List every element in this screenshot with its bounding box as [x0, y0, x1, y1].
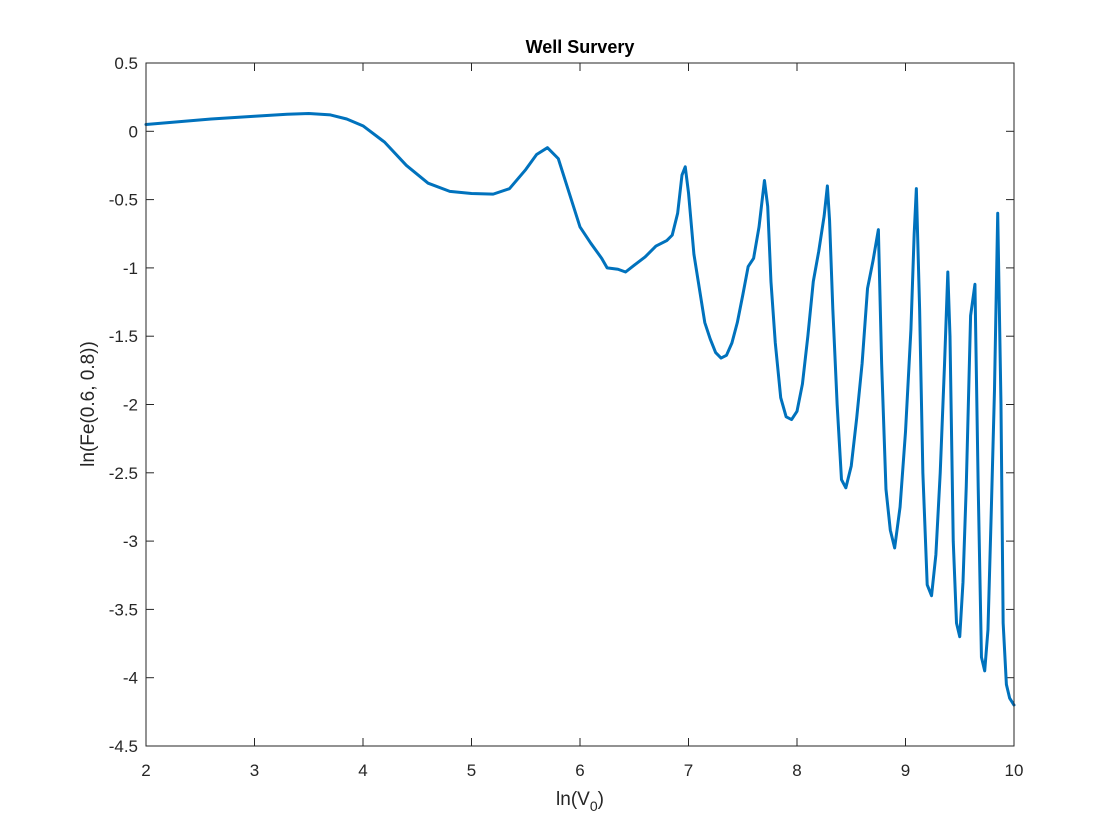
- x-tick-label: 5: [467, 761, 476, 780]
- x-axis-label-subscript: 0: [590, 798, 598, 814]
- x-axis-label-main: ln(V: [556, 789, 590, 810]
- axes-box: [145, 62, 1015, 747]
- x-tick-label: 3: [250, 761, 259, 780]
- x-tick-label: 2: [141, 761, 150, 780]
- y-tick-label: -3.5: [109, 600, 138, 619]
- y-tick-label: -2.5: [109, 464, 138, 483]
- y-tick-label: 0: [129, 122, 138, 141]
- y-tick-label: -0.5: [109, 191, 138, 210]
- plot-area: [146, 63, 1014, 746]
- y-tick-label: -1.5: [109, 327, 138, 346]
- y-tick-label: -3: [123, 532, 138, 551]
- y-tick-label: -4: [123, 669, 138, 688]
- x-tick-label: 7: [684, 761, 693, 780]
- y-tick-label: -4.5: [109, 737, 138, 756]
- x-axis-label-close: ): [598, 789, 604, 810]
- x-tick-label: 8: [792, 761, 801, 780]
- x-tick-label: 10: [1005, 761, 1024, 780]
- y-axis-label: ln(Fe(0.6, 0.8)): [78, 341, 99, 467]
- series-line: [144, 112, 1016, 707]
- x-tick-label: 9: [901, 761, 910, 780]
- y-tick-label: -2: [123, 396, 138, 415]
- x-tick-label: 6: [575, 761, 584, 780]
- x-tick-label: 4: [358, 761, 367, 780]
- chart-title: Well Survery: [526, 37, 635, 57]
- y-tick-label: 0.5: [114, 54, 138, 73]
- y-tick-label: -1: [123, 259, 138, 278]
- x-axis-label: ln(V0): [556, 789, 604, 814]
